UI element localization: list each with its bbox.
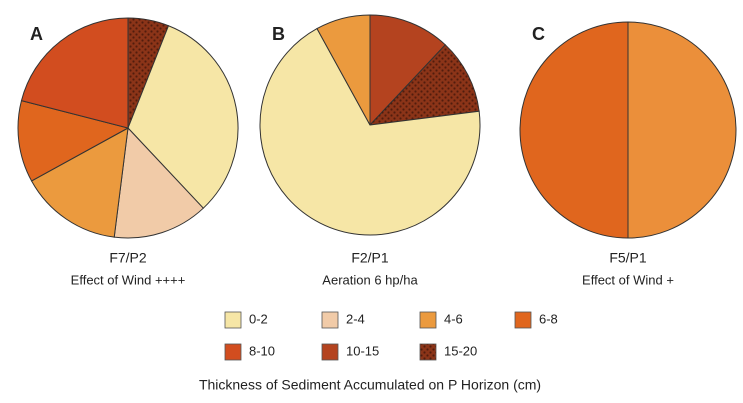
panel-label: C <box>532 24 545 44</box>
panel-label: A <box>30 24 43 44</box>
pie-slice <box>627 21 737 239</box>
legend-label: 6-8 <box>539 311 558 326</box>
pie-subtitle: Effect of Wind + <box>582 272 674 287</box>
pie-slice <box>113 126 205 239</box>
slice-texture <box>370 44 480 126</box>
legend-swatch <box>224 343 242 361</box>
legend-label: 2-4 <box>346 311 365 326</box>
legend-label: 15-20 <box>444 343 477 358</box>
legend-label: 4-6 <box>444 311 463 326</box>
legend-texture <box>420 344 436 360</box>
pie-slice <box>519 21 629 239</box>
pie-title: F7/P2 <box>109 250 147 266</box>
legend-title: Thickness of Sediment Accumulated on P H… <box>199 377 541 393</box>
legend-swatch <box>224 311 242 329</box>
pie-subtitle: Aeration 6 hp/ha <box>322 272 418 287</box>
pie-slice <box>369 14 447 127</box>
legend-swatch <box>321 343 339 361</box>
slice-texture <box>128 18 169 128</box>
legend-label: 0-2 <box>249 311 268 326</box>
pie-slice <box>17 100 130 182</box>
pie-subtitle: Effect of Wind ++++ <box>71 272 186 287</box>
pie-slice <box>127 25 239 209</box>
pie-slice <box>20 17 129 129</box>
panel-label: B <box>272 24 285 44</box>
legend-label: 10-15 <box>346 343 379 358</box>
pie-title: F5/P1 <box>609 250 647 266</box>
legend-swatch <box>514 311 532 329</box>
legend-swatch <box>419 311 437 329</box>
legend-swatch <box>321 311 339 329</box>
pie-slice <box>259 27 481 236</box>
pie-title: F2/P1 <box>351 250 389 266</box>
legend-label: 8-10 <box>249 343 275 358</box>
pie-slice <box>30 127 129 238</box>
pie-slice <box>316 14 371 126</box>
